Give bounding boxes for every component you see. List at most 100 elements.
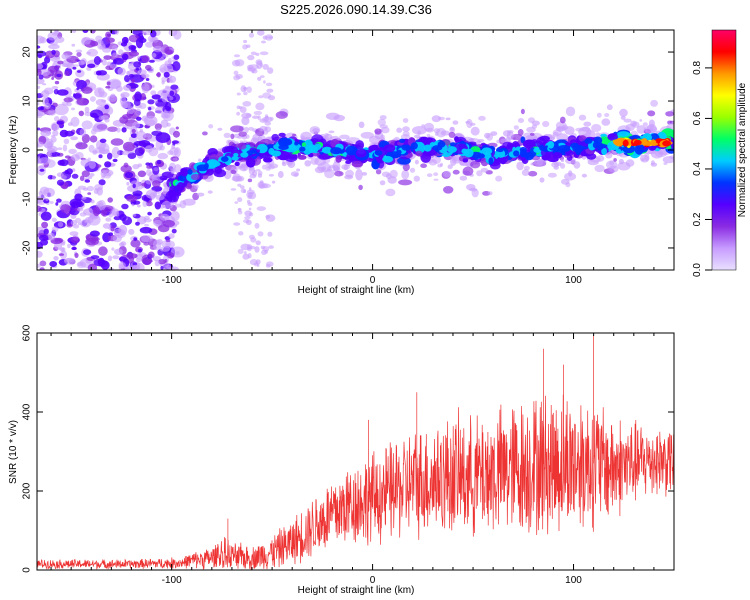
spectrogram-blob	[343, 164, 348, 171]
spectrogram-blob	[255, 52, 260, 57]
spectrogram-blob	[617, 131, 630, 137]
spectrogram-blob	[37, 250, 43, 258]
spectrogram-blob	[132, 200, 141, 205]
spectrogram-blob	[243, 91, 248, 96]
spectrogram-blob	[113, 60, 118, 64]
spectrogram-blob	[75, 152, 84, 160]
spectrogram-blob	[147, 211, 152, 216]
spectrogram-blob	[552, 152, 563, 159]
spectrogram-blob	[79, 128, 87, 137]
spectrogram-blob	[244, 126, 249, 134]
spectrogram-blob	[111, 44, 118, 52]
spectrogram-blob	[240, 152, 249, 158]
spectrogram-blob	[77, 60, 85, 66]
spectrogram-blob	[237, 197, 243, 203]
spectrogram-blob	[70, 236, 80, 244]
spectrogram-blob	[161, 96, 168, 103]
spectrogram-blob	[126, 181, 130, 186]
spectrogram-blob	[339, 134, 350, 140]
spectrogram-blob	[519, 148, 527, 158]
spectrogram-blob	[61, 101, 69, 106]
spectrogram-blob	[38, 74, 44, 80]
spectrogram-blob	[275, 111, 288, 119]
spectrogram-blob	[63, 97, 73, 103]
spectrogram-blob	[126, 253, 138, 259]
spectrogram-blob	[426, 173, 433, 178]
spectrogram-blob	[169, 90, 175, 97]
spectrogram-blob	[51, 86, 59, 90]
spectrogram-blob	[75, 49, 83, 53]
spectrogram-blob	[54, 80, 60, 85]
spectrogram-blob	[71, 173, 79, 179]
spectrogram-blob	[151, 36, 159, 43]
spectrogram-blob	[398, 179, 413, 186]
spectrogram-blob	[60, 204, 71, 214]
spectrogram-blob	[266, 88, 274, 93]
spectrogram-blob	[40, 239, 49, 246]
spectrogram-blob	[166, 122, 171, 127]
spectrogram-blob	[37, 77, 45, 85]
spectrogram-blob	[230, 125, 244, 133]
spectrogram-blob	[152, 239, 162, 251]
spectrogram-blob	[262, 92, 272, 99]
spectrogram-blob	[118, 224, 128, 236]
spectrogram-blob	[82, 187, 89, 191]
spectrogram-blob	[308, 146, 316, 153]
spectrogram-blob	[89, 230, 100, 237]
spectrogram-blob	[38, 194, 46, 201]
spectrogram-blob	[608, 165, 619, 173]
spectrogram-blob	[173, 30, 182, 40]
spectrogram-blob	[81, 170, 90, 178]
spectrogram-blob	[76, 97, 90, 106]
spectrogram-blob	[87, 207, 93, 211]
spectrogram-blob	[443, 186, 454, 194]
spectrogram-blob	[182, 198, 196, 206]
spectrogram-blob	[207, 160, 215, 164]
spectrogram-blob	[142, 200, 148, 207]
spectrogram-blob	[600, 133, 608, 138]
spectrogram-blob	[117, 67, 126, 76]
spectrogram-y-label: Frequency (Hz)	[8, 116, 19, 185]
spectrogram-blob	[112, 52, 118, 58]
spectrogram-blob	[95, 70, 102, 76]
spectrogram-blob	[450, 156, 457, 166]
spectrogram-blob	[321, 146, 333, 154]
spectrogram-blob	[510, 133, 523, 141]
spectrogram-blob	[71, 107, 75, 111]
spectrogram-blob	[146, 165, 153, 169]
spectrogram-blob	[152, 180, 161, 188]
spectrogram-blob	[166, 252, 175, 259]
spectrogram-blob	[107, 126, 118, 132]
spectrogram-blob	[137, 56, 141, 60]
spectrogram-blob	[641, 158, 645, 162]
spectrogram-blob	[84, 179, 91, 183]
spectrogram-blob	[84, 111, 92, 117]
spectrogram-blob	[462, 166, 474, 176]
spectrogram-blob	[447, 146, 457, 153]
spectrogram-blob	[619, 108, 628, 117]
spectrogram-blob	[249, 174, 257, 179]
spectrogram-blob	[256, 149, 261, 153]
spectrogram-blob	[135, 108, 142, 117]
spectrogram-blob	[309, 126, 321, 135]
spectrogram-blob	[253, 262, 259, 267]
spectrogram-blob	[641, 138, 648, 146]
spectrogram-blob	[528, 170, 538, 177]
spectrogram-blob	[437, 140, 446, 148]
spectrogram-blob	[282, 160, 285, 165]
spectrogram-blob	[537, 159, 544, 166]
spectrogram-blob	[547, 172, 557, 178]
spectrogram-blob	[237, 248, 244, 254]
spectrogram-blob	[605, 152, 613, 159]
spectrogram-blob	[304, 160, 312, 167]
spectrogram-blob	[253, 110, 262, 116]
spectrogram-blob	[160, 266, 164, 270]
spectrogram-blob	[414, 159, 419, 165]
spectrogram-blob	[150, 90, 157, 96]
spectrogram-blob	[294, 141, 299, 146]
spectrogram-blob	[172, 61, 181, 72]
spectrogram-blob	[495, 175, 503, 182]
spectrogram-blob	[335, 155, 342, 163]
spectrogram-blob	[54, 36, 65, 43]
spectrogram-blob	[265, 82, 273, 87]
